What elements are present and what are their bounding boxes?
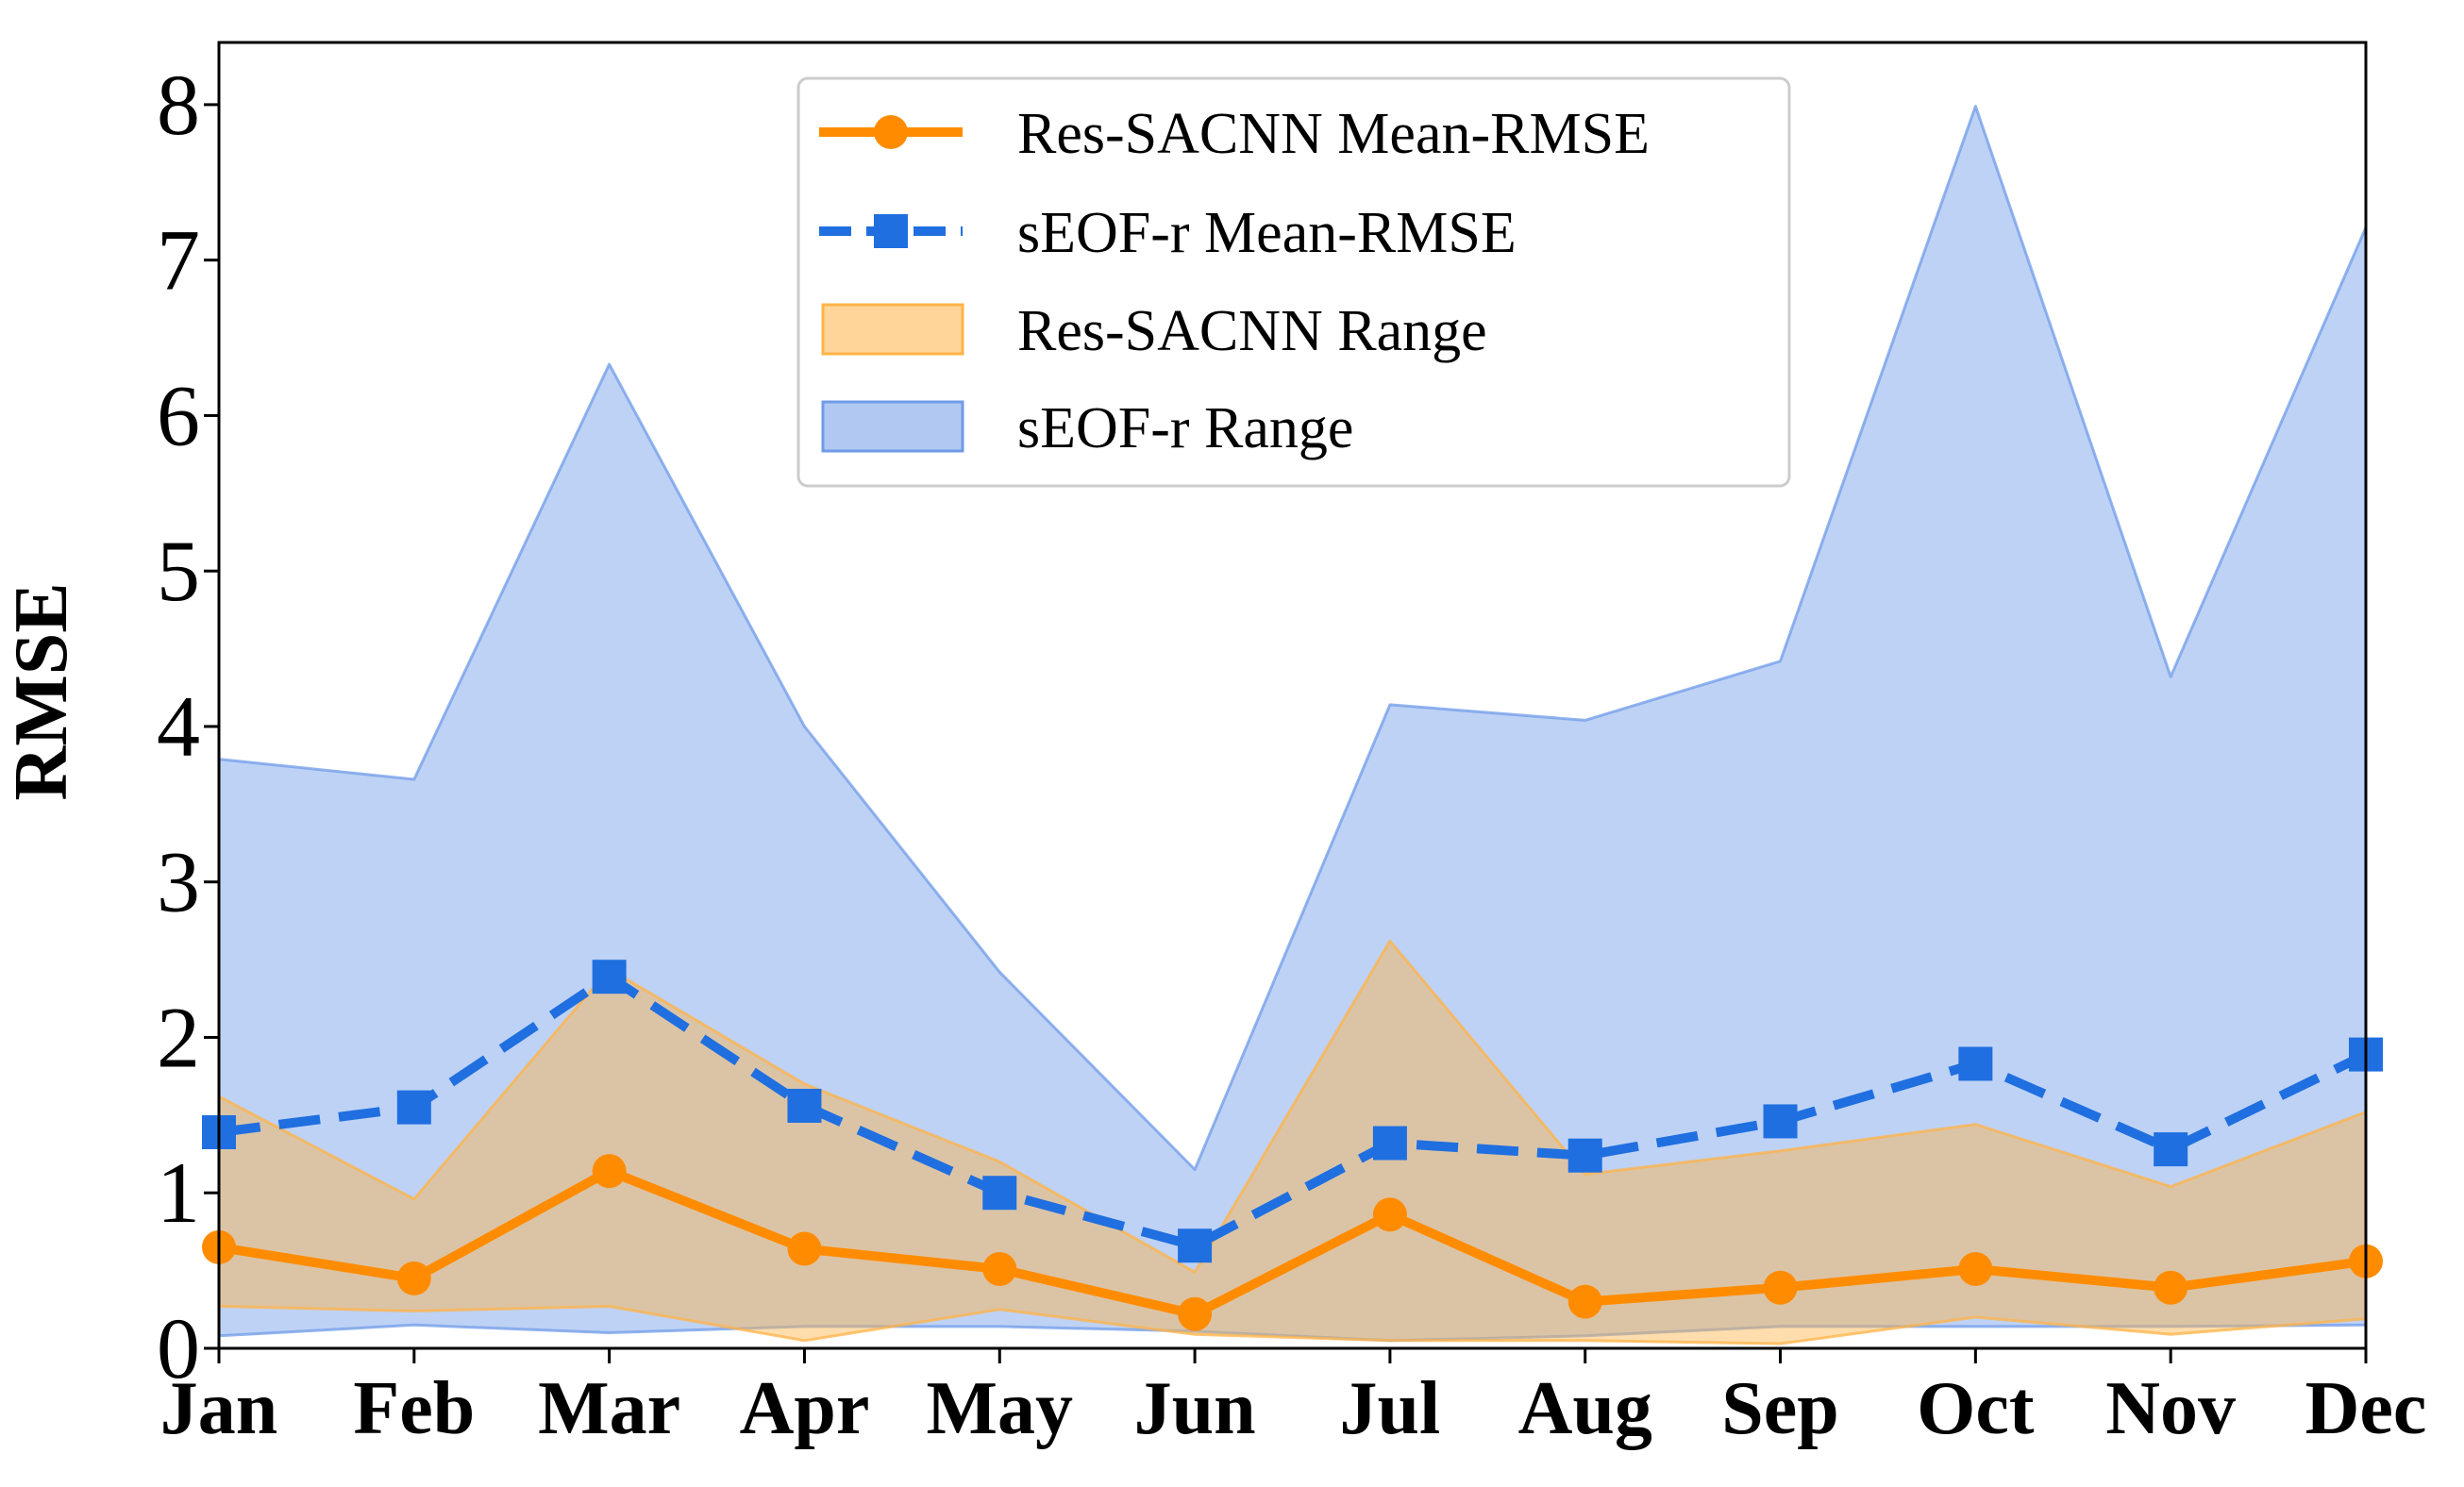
mean-lines-layer: [218, 972, 2369, 1319]
plot-frame: [217, 41, 2368, 1350]
res-sacnn-mean-rmse-point-mar: [592, 1154, 627, 1189]
x-tick-label-dec: Dec: [2305, 1367, 2427, 1450]
x-tick-label-may: May: [927, 1367, 1074, 1450]
res-sacnn-mean-rmse-point-jun: [1178, 1296, 1213, 1331]
x-tick-label-jun: Jun: [1134, 1367, 1256, 1450]
y-tick-label-8: 8: [157, 57, 200, 153]
legend-swatch-marker-res-sacnn-mean-rmse: [874, 115, 908, 149]
seof-r-mean-rmse-point-may: [982, 1176, 1017, 1211]
res-sacnn-mean-rmse-point-feb: [396, 1261, 431, 1295]
legend-swatch-seof-r-range: [821, 400, 964, 453]
seof-r-mean-rmse-line: [218, 972, 2369, 1251]
x-tick-label-jan: Jan: [160, 1367, 278, 1450]
x-tick-label-feb: Feb: [353, 1367, 475, 1450]
legend-label-res-sacnn-range: Res-SACNN Range: [1017, 299, 1487, 363]
x-tick-label-oct: Oct: [1917, 1367, 2035, 1450]
res-sacnn-mean-rmse-point-aug: [1567, 1284, 1602, 1319]
seof-r-mean-rmse-point-feb: [396, 1090, 431, 1125]
res-sacnn-mean-rmse-point-apr: [787, 1231, 822, 1266]
res-sacnn-mean-rmse-point-sep: [1763, 1270, 1798, 1305]
legend-item-res-sacnn-range: Res-SACNN Range: [821, 299, 1487, 363]
res-sacnn-mean-rmse-point-oct: [1958, 1251, 1993, 1286]
ticks-layer: 0 1 2 3 4 5 6 7 8 Jan Feb Mar Apr May Jun Jul Aug Sep Oct N…: [157, 57, 2426, 1450]
seof-r-mean-rmse-point-nov: [2154, 1132, 2188, 1167]
legend-swatch-marker-seof-r-mean-rmse: [874, 214, 908, 248]
axes-layer: [217, 41, 2368, 1350]
legend-swatch-res-sacnn-range: [821, 303, 964, 356]
seof-r-mean-rmse-point-apr: [787, 1088, 822, 1123]
y-tick-label-1: 1: [157, 1144, 200, 1241]
x-tick-label-jul: Jul: [1340, 1367, 1441, 1450]
y-tick-label-6: 6: [157, 367, 200, 463]
y-tick-label-7: 7: [157, 212, 200, 309]
seof-r-mean-rmse-point-oct: [1958, 1046, 1993, 1081]
legend-label-res-sacnn-mean-rmse: Res-SACNN Mean-RMSE: [1017, 102, 1650, 166]
seof-r-mean-rmse-point-jul: [1372, 1126, 1407, 1161]
legend-item-res-sacnn-mean-rmse: Res-SACNN Mean-RMSE: [819, 102, 1650, 166]
legend-item-seof-r-range: sEOF-r Range: [821, 396, 1353, 460]
seof-r-mean-rmse-point-sep: [1763, 1104, 1798, 1139]
x-tick-label-sep: Sep: [1721, 1367, 1839, 1450]
x-tick-label-nov: Nov: [2105, 1367, 2236, 1450]
legend-box: [796, 76, 1791, 488]
y-tick-label-3: 3: [157, 834, 200, 930]
res-sacnn-mean-rmse-line: [218, 1166, 2367, 1319]
y-tick-label-0: 0: [157, 1300, 200, 1396]
y-axis-label: RMSE: [0, 582, 83, 800]
res-sacnn-mean-rmse-point-jul: [1372, 1197, 1407, 1232]
seof-r-mean-rmse-point-mar: [592, 960, 627, 994]
seof-r-mean-rmse-point-jun: [1178, 1228, 1213, 1263]
y-tick-label-2: 2: [157, 989, 200, 1085]
x-tick-label-mar: Mar: [538, 1367, 680, 1450]
res-sacnn-mean-rmse-point-may: [982, 1251, 1017, 1286]
legend-item-seof-r-mean-rmse: sEOF-r Mean-RMSE: [819, 201, 1517, 265]
x-tick-label-apr: Apr: [740, 1367, 870, 1450]
legend-label-seof-r-mean-rmse: sEOF-r Mean-RMSE: [1017, 201, 1517, 265]
x-tick-label-aug: Aug: [1518, 1367, 1652, 1450]
y-tick-label-4: 4: [157, 678, 200, 775]
res-sacnn-mean-rmse-point-nov: [2154, 1270, 2188, 1305]
y-tick-label-5: 5: [157, 523, 200, 619]
seof-r-mean-rmse-point-aug: [1567, 1138, 1602, 1173]
legend: Res-SACNN Mean-RMSE sEOF-r Mean-RMSE Res-S…: [796, 76, 1791, 488]
legend-label-seof-r-range: sEOF-r Range: [1017, 396, 1353, 460]
